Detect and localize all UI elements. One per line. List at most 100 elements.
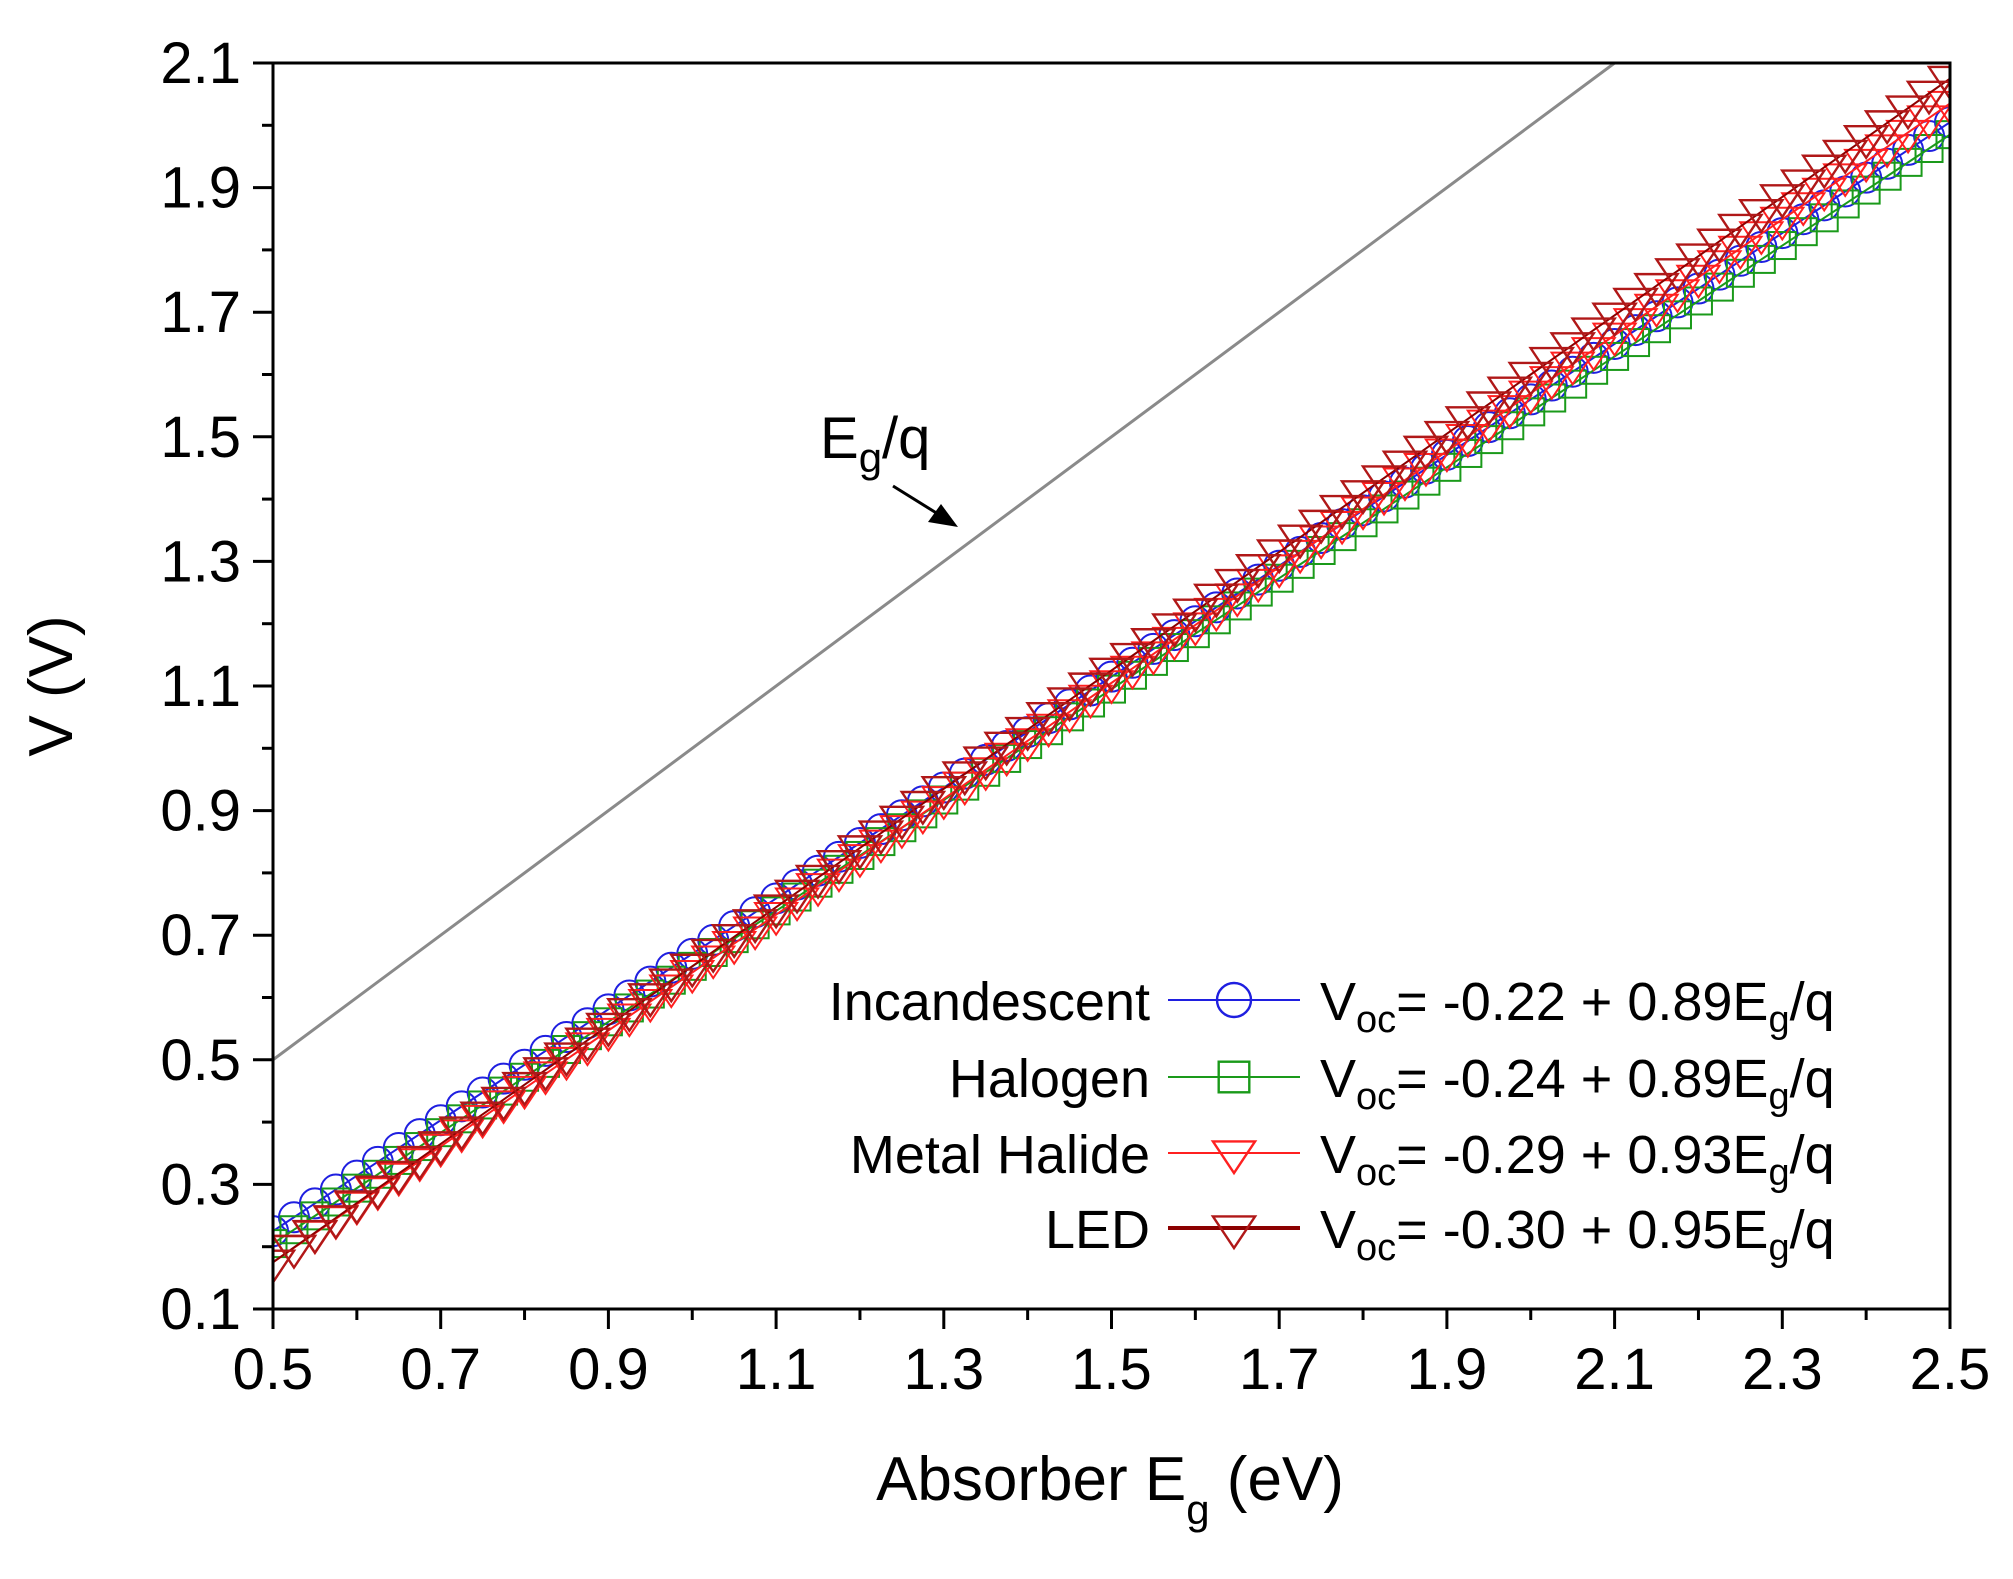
legend-equation-sub: oc: [1356, 999, 1396, 1041]
data-point: [1486, 395, 1533, 430]
data-point: [1549, 332, 1596, 368]
y-tick-label: 1.9: [160, 156, 241, 221]
data-point: [732, 916, 779, 951]
data-point: [1025, 702, 1072, 738]
axes-layer: 0.5 0.7 0.9 1.1 1.3 1.5 1.7 1.9 2.1 2.3 2.5 0.1 0.3 0…: [17, 31, 1990, 1533]
x-axis-label-main: Absorber E: [876, 1445, 1186, 1514]
data-point: [396, 1145, 444, 1181]
annotation-layer: Eg/q: [820, 406, 958, 527]
data-point: [1528, 366, 1575, 401]
legend-equation-rest: = -0.22 + 0.89E: [1396, 972, 1768, 1032]
data-point: [1843, 148, 1890, 184]
data-point: [501, 1071, 548, 1107]
data-point: [668, 953, 716, 989]
data-point: [1213, 568, 1261, 604]
x-tick-label: 1.5: [1071, 1337, 1152, 1402]
legend-item-halogen: Halogen Voc= -0.24 + 0.89Eg/q: [949, 1049, 1835, 1118]
data-point: [1738, 221, 1785, 256]
data-point: [1822, 163, 1869, 198]
data-point: [920, 776, 968, 811]
legend-equation-lead: V: [1320, 972, 1356, 1032]
data-point: [774, 887, 821, 922]
data-point: [1612, 308, 1659, 343]
data-point: [1591, 322, 1638, 358]
data-point: [1276, 524, 1324, 560]
y-tick-label: 0.1: [160, 1277, 241, 1342]
x-tick-label: 1.3: [903, 1337, 984, 1402]
data-point: [899, 800, 946, 836]
data-point: [1507, 380, 1554, 416]
data-point: [1130, 628, 1177, 664]
data-point: [731, 909, 779, 945]
legend-equation-rest: = -0.24 + 0.89E: [1396, 1049, 1768, 1109]
data-point: [1842, 124, 1890, 160]
legend-equation-rest: = -0.29 + 0.93E: [1396, 1125, 1768, 1185]
legend-item-metal-halide: Metal Halide Voc= -0.29 + 0.93Eg/q: [850, 1125, 1835, 1194]
series-line: [273, 102, 1950, 1264]
x-tick-label: 2.1: [1574, 1337, 1655, 1402]
data-point: [816, 858, 862, 894]
data-point: [522, 1057, 569, 1093]
legend-equation: Voc= -0.29 + 0.93Eg/q: [1320, 1125, 1835, 1194]
data-point: [815, 849, 863, 885]
data-point: [899, 790, 947, 826]
data-point: [585, 1017, 632, 1053]
data-point: [564, 1027, 611, 1063]
data-point: [1192, 583, 1240, 619]
data-point: [962, 746, 1010, 782]
data-point: [794, 864, 842, 900]
data-point: [920, 786, 967, 821]
data-point: [375, 1160, 423, 1196]
data-point: [1884, 95, 1932, 131]
data-point: [1465, 409, 1512, 444]
data-point: [1758, 184, 1806, 220]
series-layer: [273, 65, 1950, 1285]
x-tick-label: 2.5: [1910, 1337, 1991, 1402]
data-point: [480, 1086, 527, 1122]
legend-equation-lead: V: [1320, 1049, 1356, 1109]
data-point: [1717, 213, 1764, 249]
y-tick-label: 0.3: [160, 1152, 241, 1217]
reference-label-main: E: [820, 406, 859, 471]
data-point: [1800, 154, 1848, 190]
data-point: [941, 761, 989, 797]
data-point: [1927, 90, 1950, 126]
data-point: [333, 1190, 381, 1226]
data-point: [312, 1205, 360, 1241]
data-point: [753, 902, 800, 937]
legend-equation-lead: V: [1320, 1125, 1356, 1185]
legend-equation-rest: = -0.30 + 0.95E: [1396, 1200, 1768, 1260]
legend-marker: [1210, 1215, 1258, 1251]
legend-equation: Voc= -0.30 + 0.95Eg/q: [1320, 1200, 1835, 1269]
data-point: [983, 731, 1031, 767]
x-tick-label: 0.7: [400, 1337, 481, 1402]
data-point: [690, 945, 737, 980]
data-point: [1339, 480, 1387, 516]
y-tick-label: 1.1: [160, 654, 241, 719]
data-point: [273, 1234, 318, 1270]
legend-equation-tail: /q: [1790, 972, 1835, 1032]
legend-marker: [1215, 981, 1253, 1019]
reference-layer: [273, 63, 1616, 1062]
data-point: [1318, 494, 1366, 530]
legend-item-led: LED Voc= -0.30 + 0.95Eg/q: [1045, 1200, 1835, 1269]
x-axis-label: Absorber Eg (eV): [876, 1445, 1344, 1533]
y-tick-label: 1.5: [160, 405, 241, 470]
data-point: [1717, 235, 1764, 271]
data-point: [1759, 206, 1806, 242]
data-point: [564, 1032, 611, 1067]
data-point: [1109, 642, 1156, 678]
y-tick-label: 1.3: [160, 529, 241, 594]
data-point: [795, 873, 841, 908]
data-point: [1654, 279, 1701, 314]
legend-label: LED: [1045, 1200, 1150, 1260]
y-tick-label: 0.5: [160, 1028, 241, 1093]
data-point: [273, 1249, 297, 1285]
data-point: [878, 815, 925, 850]
data-point: [1172, 598, 1219, 634]
data-point: [1423, 438, 1470, 473]
data-point: [857, 829, 904, 865]
reference-label-sub: g: [859, 434, 882, 481]
x-tick-label: 1.1: [736, 1337, 817, 1402]
